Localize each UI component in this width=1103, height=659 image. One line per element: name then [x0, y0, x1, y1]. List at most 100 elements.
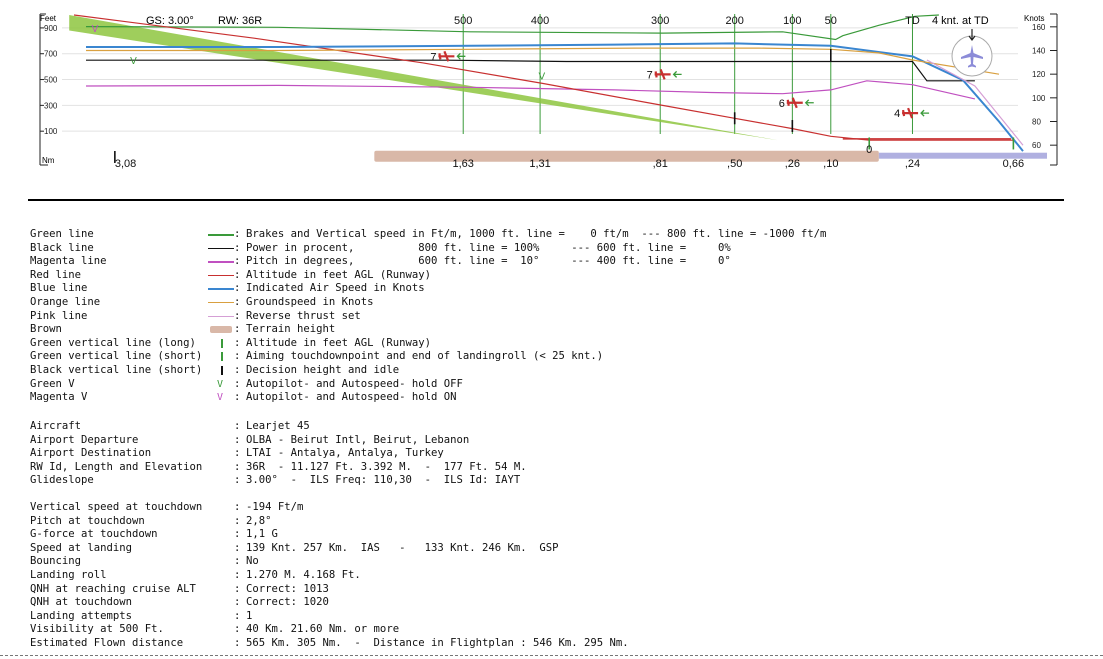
legend-symbol	[206, 255, 236, 269]
legend-symbol: V	[206, 378, 236, 392]
top-right-note: 4 knt. at TD	[932, 15, 989, 27]
distance-label: 1,31	[529, 158, 550, 170]
left-tick-label: 700	[44, 50, 58, 59]
info-value: Correct: 1020	[246, 596, 329, 609]
v-marker: V	[538, 72, 545, 83]
legend-colon: :	[234, 228, 241, 240]
wind-arrow-icon	[968, 29, 976, 41]
info-colon: :	[234, 636, 241, 649]
info-colon: :	[234, 596, 241, 609]
section-separator	[28, 199, 1064, 201]
legend-colon: :	[234, 268, 241, 281]
terrain-bar	[374, 150, 879, 162]
info-colon: :	[234, 501, 241, 513]
info-value: OLBA - Beirut Intl, Beirut, Lebanon	[246, 433, 470, 446]
info-value: Correct: 1013	[246, 582, 329, 595]
wind-arrow-icon	[920, 109, 930, 117]
legend-name: Red line	[30, 268, 82, 281]
legend-symbol	[206, 364, 236, 378]
legend-name: Black line	[30, 241, 94, 254]
info-value: 1	[246, 609, 253, 622]
wind-speed-label: 6	[779, 98, 785, 110]
red-plane-icon	[438, 50, 455, 62]
legend-description: Brakes and Vertical speed in Ft/m, 1000 …	[246, 228, 827, 240]
info-value: 1,1 G	[246, 528, 278, 541]
legend-symbol	[206, 242, 236, 256]
distance-label: ,81	[653, 158, 668, 170]
right-tick-label: 160	[1032, 23, 1046, 32]
info-name: Estimated Flown distance	[30, 636, 184, 649]
legend-description: Decision height and idle	[246, 363, 400, 376]
legend-description: Power in procent, 800 ft. line = 100% --…	[246, 241, 731, 254]
distance-label: ,26	[785, 158, 800, 170]
legend-name: Blue line	[30, 282, 88, 295]
info-colon: :	[234, 555, 241, 568]
legend-description: Reverse thrust set	[246, 309, 361, 322]
left-tick-label: 300	[44, 101, 58, 110]
info-value: 2,8°	[246, 514, 272, 527]
info-value: 139 Knt. 257 Km. IAS - 133 Knt. 246 Km. …	[246, 541, 559, 554]
legend-line-swatch	[208, 247, 234, 250]
distance-label: 1,63	[453, 158, 474, 170]
legend-colon: :	[234, 350, 241, 363]
info-name: QNH at reaching cruise ALT	[30, 582, 196, 595]
legend-line-swatch	[208, 288, 234, 290]
info-colon: :	[234, 568, 241, 581]
info-colon: :	[234, 420, 241, 432]
series-orange-line	[86, 47, 1000, 75]
legend-description: Groundspeed in Knots	[246, 295, 374, 308]
legend-vbar-swatch	[221, 365, 223, 375]
bottom-divider	[0, 655, 1103, 656]
legend-name: Green V	[30, 377, 75, 390]
legend-symbol	[206, 337, 236, 351]
legend-vbar-swatch	[221, 352, 223, 362]
top-marker-label: 200	[726, 15, 744, 27]
info-colon: :	[234, 460, 241, 473]
legend-symbol	[206, 296, 236, 310]
info-name: Vertical speed at touchdown	[30, 501, 203, 513]
legend-line-swatch	[208, 274, 234, 277]
legend-v-swatch: V	[217, 378, 224, 390]
info-value: No	[246, 555, 259, 568]
legend-colon: :	[234, 309, 241, 322]
v-marker: V	[130, 56, 137, 67]
top-marker-label: 400	[531, 15, 549, 27]
legend-symbol	[206, 282, 236, 296]
legend-name: Magenta V	[30, 391, 88, 404]
ground-layer	[374, 138, 1048, 162]
legend-description: Pitch in degrees, 600 ft. line = 10° ---…	[246, 255, 731, 268]
left-axis-label: Feet	[40, 14, 57, 23]
red-plane-icon	[654, 68, 671, 80]
info-value: 565 Km. 305 Nm. - Distance in Flightplan…	[246, 636, 629, 649]
series-magenta-line	[85, 80, 976, 100]
info-colon: :	[234, 514, 241, 527]
right-tick-label: 60	[1032, 141, 1041, 150]
legend-colon: :	[234, 391, 241, 404]
info-value: 1.270 M. 4.168 Ft.	[246, 568, 361, 581]
top-marker-label: TD	[905, 15, 920, 27]
legend-description: Indicated Air Speed in Knots	[246, 282, 425, 295]
series-layer	[73, 14, 1024, 152]
info-name: Aircraft	[30, 420, 82, 432]
legend-name: Pink line	[30, 309, 88, 322]
info-name: Visibility at 500 Ft.	[30, 623, 164, 636]
glideslope-band	[69, 15, 778, 141]
info-value: Learjet 45	[246, 420, 310, 432]
info-value: 40 Km. 21.60 Nm. or more	[246, 623, 400, 636]
legend-symbol	[206, 269, 236, 283]
info-colon: :	[234, 609, 241, 622]
legend-colon: :	[234, 255, 241, 268]
top-marker-label: 50	[825, 15, 837, 27]
legend-terrain-swatch	[210, 326, 232, 334]
legend-colon: :	[234, 336, 241, 349]
wind-speed-label: 7	[647, 69, 653, 81]
legend-line-swatch	[208, 301, 234, 304]
red-plane-icon	[901, 107, 919, 119]
legend-name: Brown	[30, 323, 62, 336]
distance-label: ,24	[905, 158, 920, 170]
legend-description: Aiming touchdownpoint and end of landing…	[246, 350, 604, 363]
legend-name: Black vertical line (short)	[30, 363, 203, 376]
legend-colon: :	[234, 363, 241, 376]
v-marker: V	[92, 24, 99, 35]
